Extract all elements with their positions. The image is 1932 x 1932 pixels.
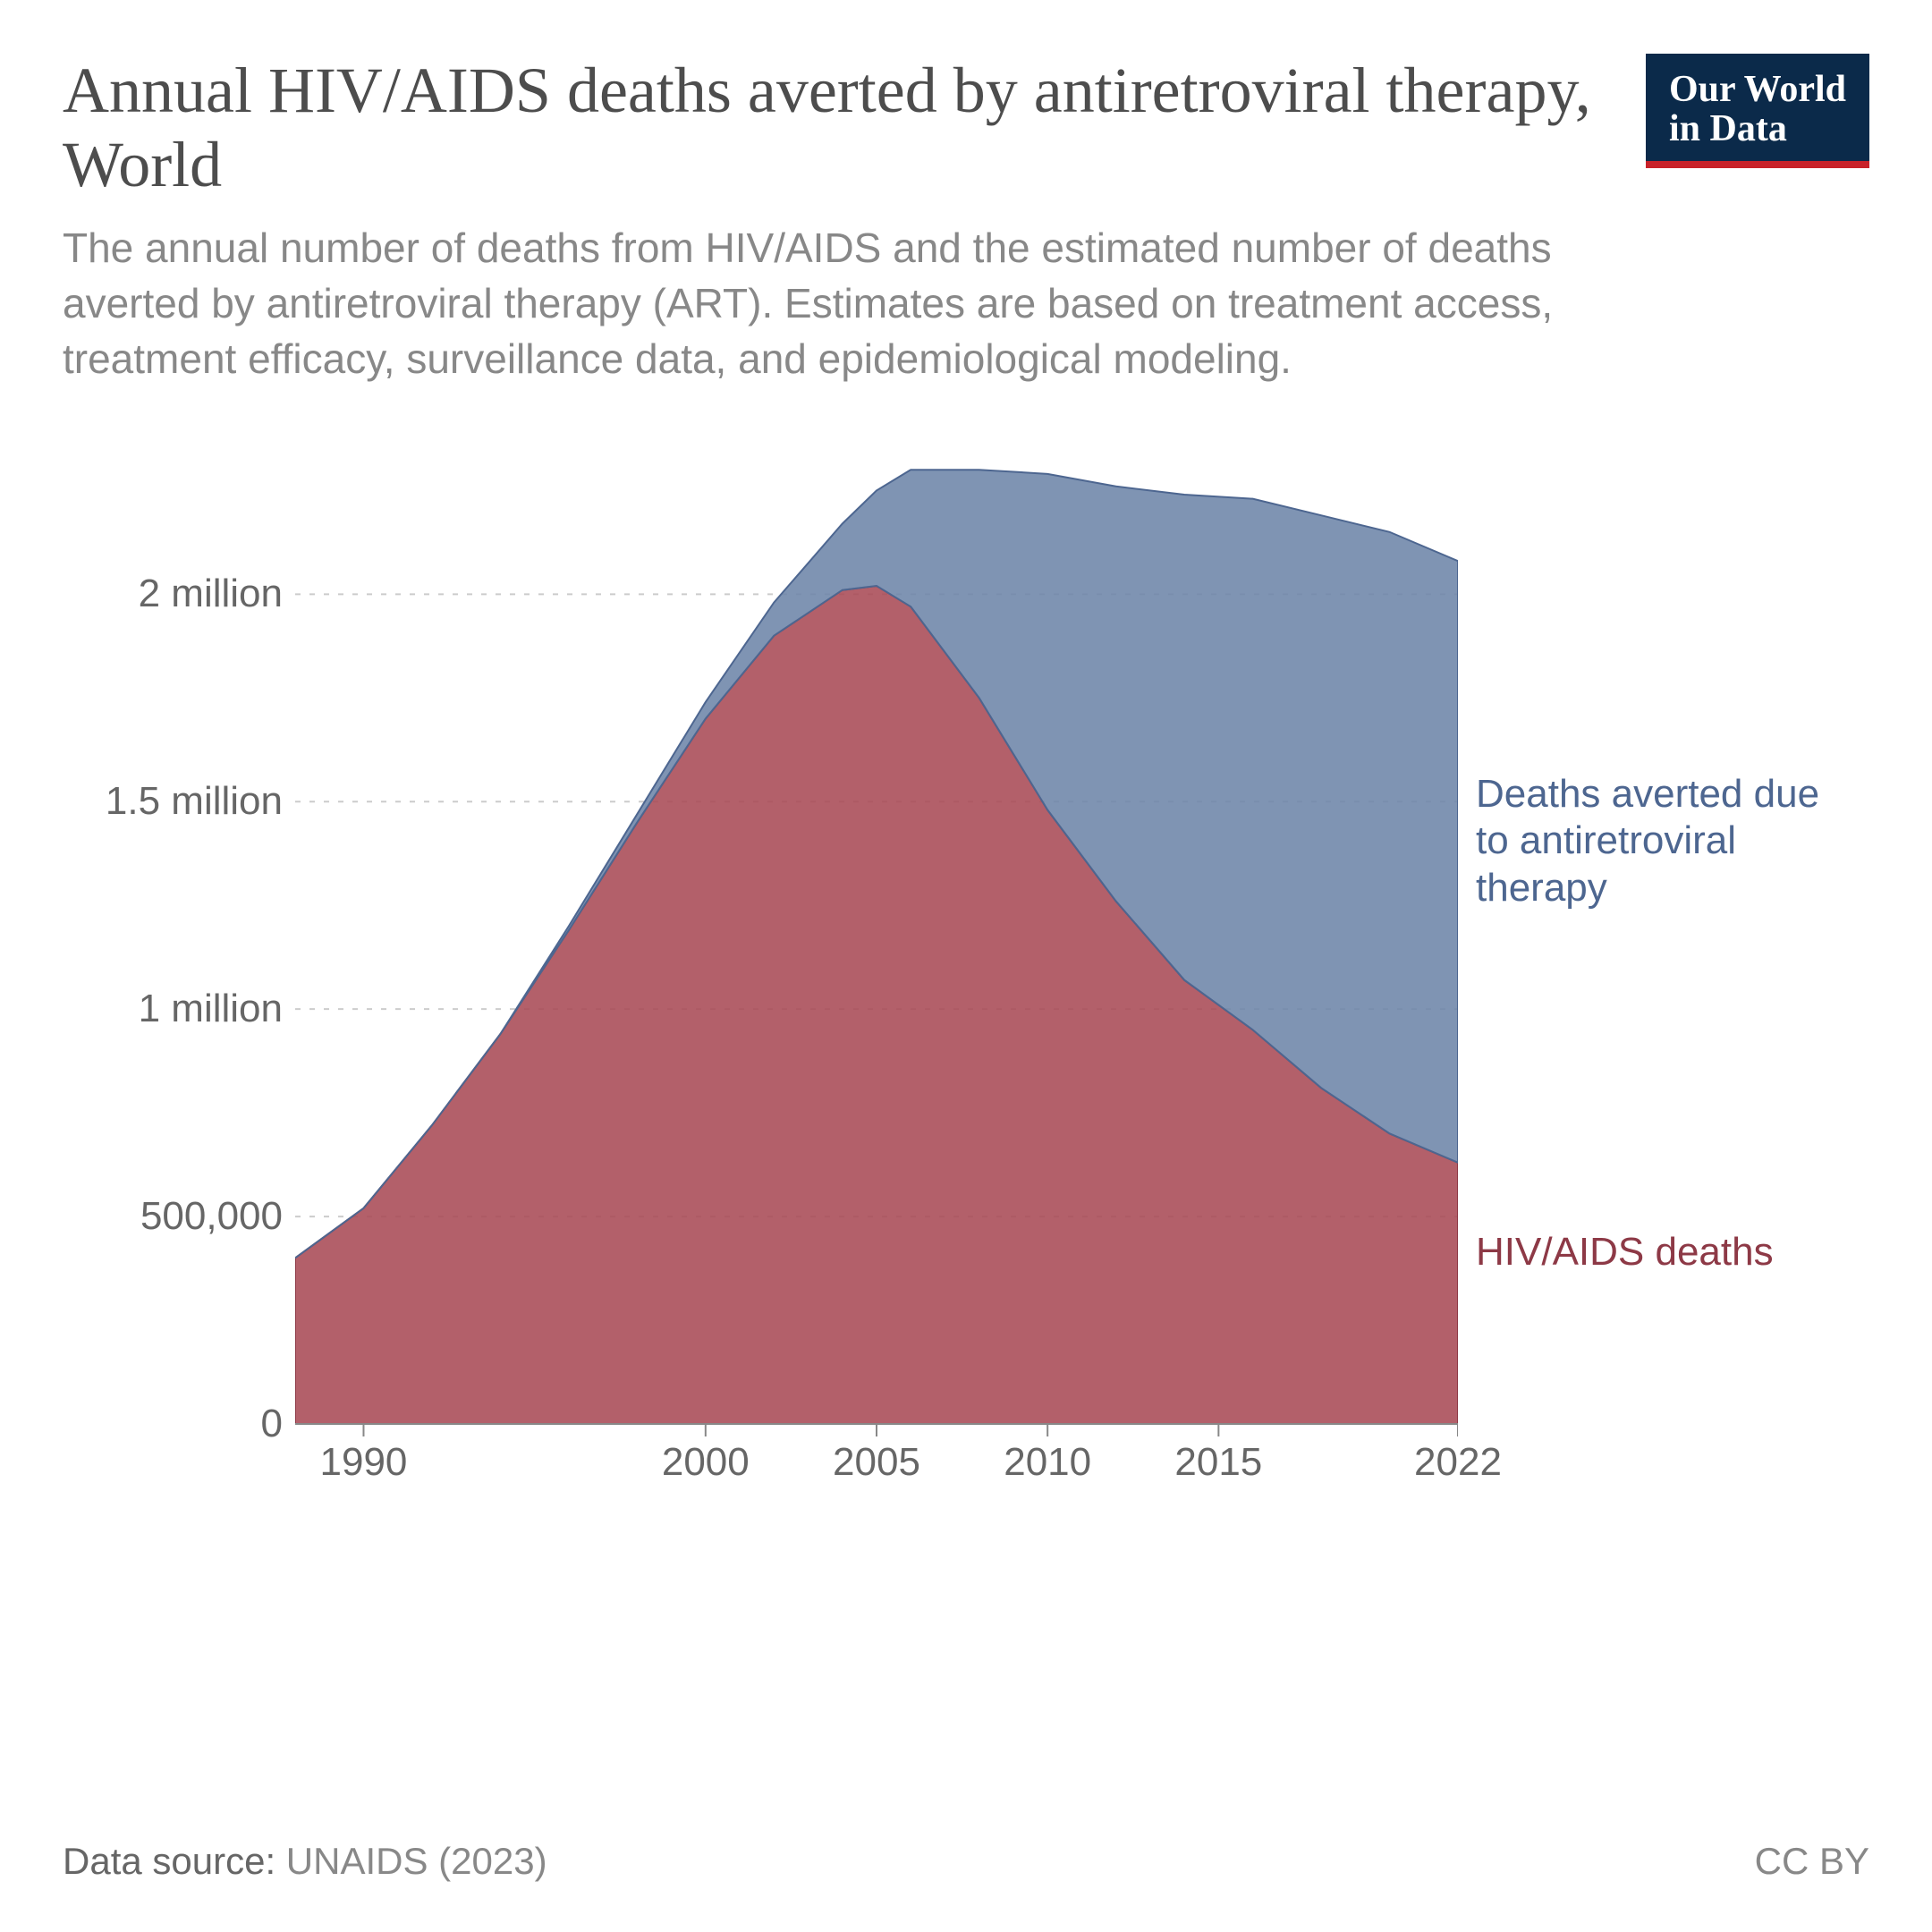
y-axis: 0500,0001 million1.5 million2 million bbox=[63, 449, 295, 1424]
legend-averted: Deaths averted due to antiretroviral the… bbox=[1476, 771, 1834, 912]
plot-region: 199020002005201020152022 bbox=[295, 449, 1458, 1424]
chart-subtitle: The annual number of deaths from HIV/AID… bbox=[63, 220, 1610, 386]
x-tick-label: 2015 bbox=[1174, 1440, 1262, 1485]
y-tick-label: 2 million bbox=[139, 572, 283, 616]
x-tick-label: 2005 bbox=[833, 1440, 920, 1485]
x-tick-label: 2010 bbox=[1004, 1440, 1091, 1485]
legend-hiv_deaths: HIV/AIDS deaths bbox=[1476, 1229, 1774, 1276]
logo-line2: in Data bbox=[1669, 109, 1846, 148]
footer-license: CC BY bbox=[1755, 1840, 1869, 1883]
footer: Data source: UNAIDS (2023) CC BY bbox=[63, 1840, 1869, 1883]
x-tick-label: 2022 bbox=[1414, 1440, 1502, 1485]
legend: Deaths averted due to antiretroviral the… bbox=[1458, 449, 1869, 1424]
y-tick-label: 500,000 bbox=[140, 1194, 283, 1239]
footer-source-label: Data source: bbox=[63, 1840, 275, 1882]
footer-source: UNAIDS (2023) bbox=[286, 1840, 547, 1882]
y-tick-label: 0 bbox=[261, 1402, 283, 1446]
y-tick-label: 1 million bbox=[139, 987, 283, 1031]
owid-logo: Our World in Data bbox=[1646, 54, 1869, 168]
y-tick-label: 1.5 million bbox=[106, 779, 283, 824]
chart-title: Annual HIV/AIDS deaths averted by antire… bbox=[63, 54, 1610, 202]
x-tick-label: 2000 bbox=[662, 1440, 750, 1485]
logo-line1: Our World bbox=[1669, 70, 1846, 109]
chart-area: 0500,0001 million1.5 million2 million 19… bbox=[63, 449, 1869, 1424]
x-tick-label: 1990 bbox=[320, 1440, 408, 1485]
